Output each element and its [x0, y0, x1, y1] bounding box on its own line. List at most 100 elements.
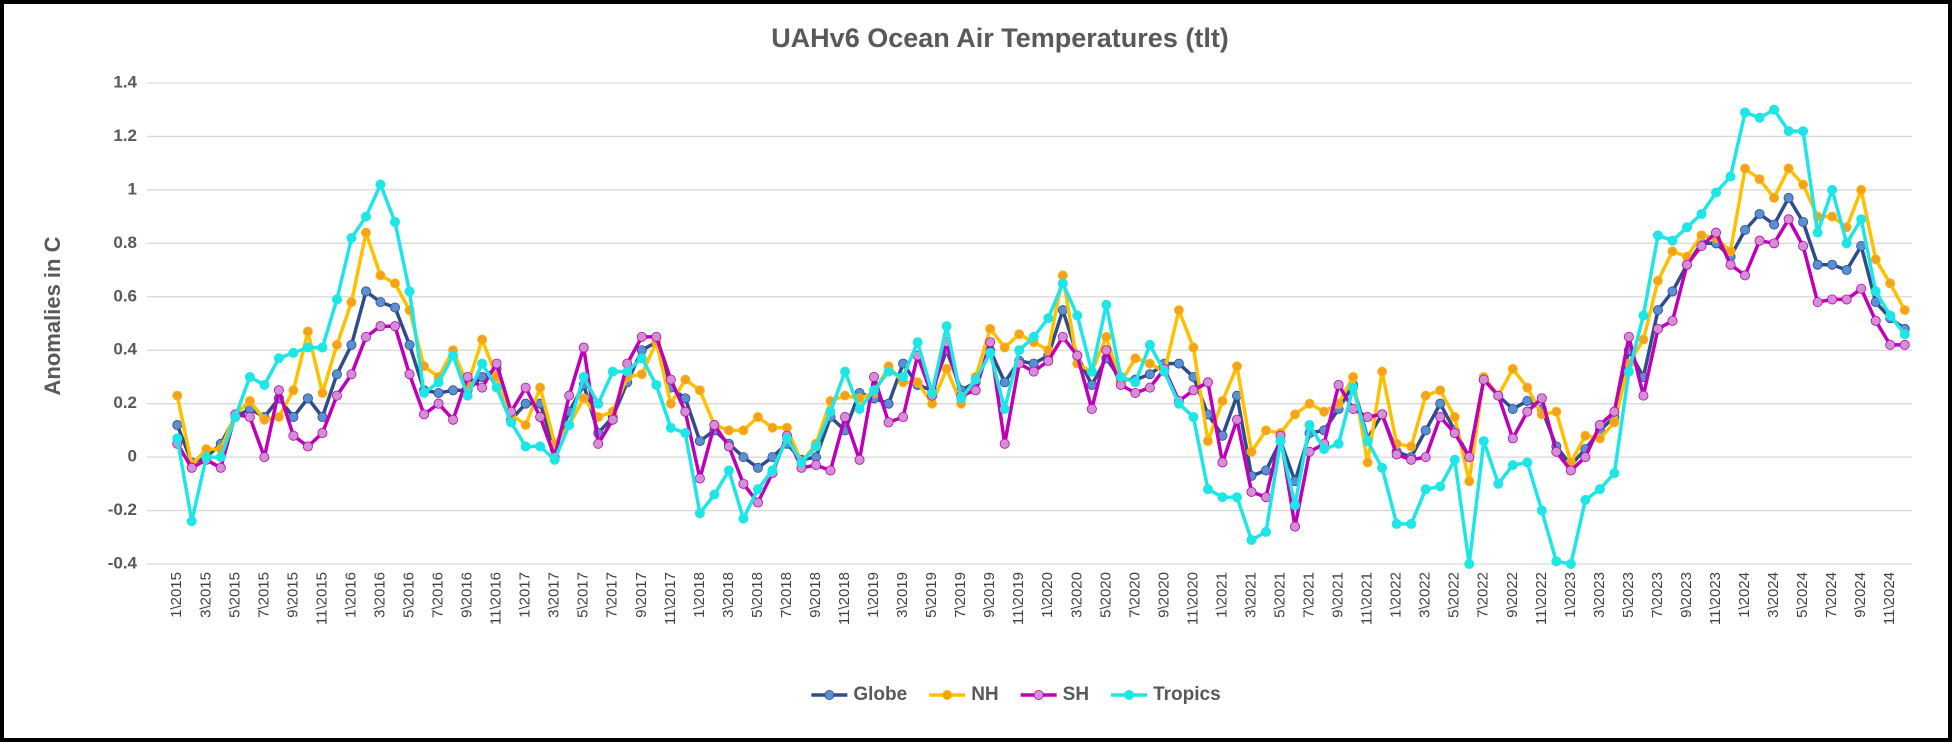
x-tick-label: 11\2024 [1881, 572, 1898, 625]
series-marker [694, 508, 705, 519]
series-marker [1057, 305, 1068, 316]
series-marker [535, 382, 546, 393]
series-marker [1028, 366, 1039, 377]
series-marker [1014, 345, 1025, 356]
series-marker [1827, 294, 1838, 305]
series-marker [1638, 334, 1649, 345]
series-marker [1522, 406, 1533, 417]
series-marker [1769, 192, 1780, 203]
series-marker [1115, 371, 1126, 382]
series-marker [1609, 417, 1620, 428]
series-marker [1420, 484, 1431, 495]
series-marker [752, 484, 763, 495]
series-marker [607, 414, 618, 425]
series-marker [331, 339, 342, 350]
series-marker [883, 366, 894, 377]
series-marker [1348, 371, 1359, 382]
series-marker [636, 353, 647, 364]
series-marker [1435, 385, 1446, 396]
series-marker [1870, 286, 1881, 297]
series-marker [1783, 163, 1794, 174]
series-marker [1493, 478, 1504, 489]
series-marker [1188, 342, 1199, 353]
x-tick-label: 11\2016 [488, 572, 505, 625]
x-tick-label: 5\2019 [923, 572, 940, 618]
series-marker [1856, 283, 1867, 294]
series-marker [215, 452, 226, 463]
series-marker [694, 473, 705, 484]
series-marker [302, 441, 313, 452]
series-marker [1231, 492, 1242, 503]
series-marker [1261, 425, 1272, 436]
series-marker [244, 395, 255, 406]
x-tick-label: 1\2015 [168, 572, 185, 618]
series-marker [1202, 377, 1213, 388]
series-marker [331, 369, 342, 380]
x-tick-label: 3\2019 [894, 572, 911, 618]
series-marker [607, 366, 618, 377]
series-marker [419, 409, 430, 420]
x-tick-label: 1\2017 [517, 572, 534, 618]
series-marker [1638, 390, 1649, 401]
series-marker [636, 369, 647, 380]
series-marker [1406, 454, 1417, 465]
series-marker [1406, 441, 1417, 452]
series-marker [1667, 286, 1678, 297]
series-marker [752, 462, 763, 473]
series-marker [448, 350, 459, 361]
series-marker [767, 465, 778, 476]
series-marker [825, 406, 836, 417]
series-marker [1667, 235, 1678, 246]
x-tick-label: 11\2019 [1010, 572, 1027, 625]
series-marker [1420, 425, 1431, 436]
series-marker [1711, 187, 1722, 198]
x-tick-label: 11\2017 [662, 572, 679, 625]
series-marker [1493, 390, 1504, 401]
series-marker [738, 513, 749, 524]
series-marker [346, 339, 357, 350]
series-marker [1173, 398, 1184, 409]
series-marker [1130, 377, 1141, 388]
series-marker [854, 404, 865, 415]
series-marker [999, 342, 1010, 353]
y-tick-label: 0.8 [113, 233, 137, 252]
x-tick-label: 9\2023 [1678, 572, 1695, 618]
series-marker [1057, 331, 1068, 342]
series-marker [1769, 219, 1780, 230]
series-marker [1304, 398, 1315, 409]
series-marker [767, 422, 778, 433]
series-marker [1652, 230, 1663, 241]
series-marker [1435, 412, 1446, 423]
series-marker [723, 441, 734, 452]
series-marker [288, 347, 299, 358]
series-marker [273, 385, 284, 396]
series-marker [1144, 358, 1155, 369]
series-marker [288, 430, 299, 441]
x-tick-label: 5\2017 [575, 572, 592, 618]
series-marker [564, 390, 575, 401]
series-marker [404, 369, 415, 380]
series-marker [1290, 521, 1301, 532]
series-marker [1885, 278, 1896, 289]
series-marker [912, 337, 923, 348]
series-marker [317, 387, 328, 398]
series-marker [1464, 476, 1475, 487]
series-marker [1188, 412, 1199, 423]
series-marker [651, 331, 662, 342]
x-tick-label: 3\2018 [720, 572, 737, 618]
series-marker [1231, 414, 1242, 425]
x-tick-label: 7\2020 [1126, 572, 1143, 618]
x-tick-label: 1\2022 [1388, 572, 1405, 618]
series-marker [433, 398, 444, 409]
series-marker [854, 454, 865, 465]
series-marker [1086, 366, 1097, 377]
series-marker [1319, 444, 1330, 455]
x-tick-label: 9\2024 [1852, 572, 1869, 618]
series-marker [230, 412, 241, 423]
series-marker [1798, 241, 1809, 252]
series-marker [201, 452, 212, 463]
series-marker [1406, 518, 1417, 529]
series-marker [302, 393, 313, 404]
y-tick-label: 0.6 [113, 286, 137, 305]
